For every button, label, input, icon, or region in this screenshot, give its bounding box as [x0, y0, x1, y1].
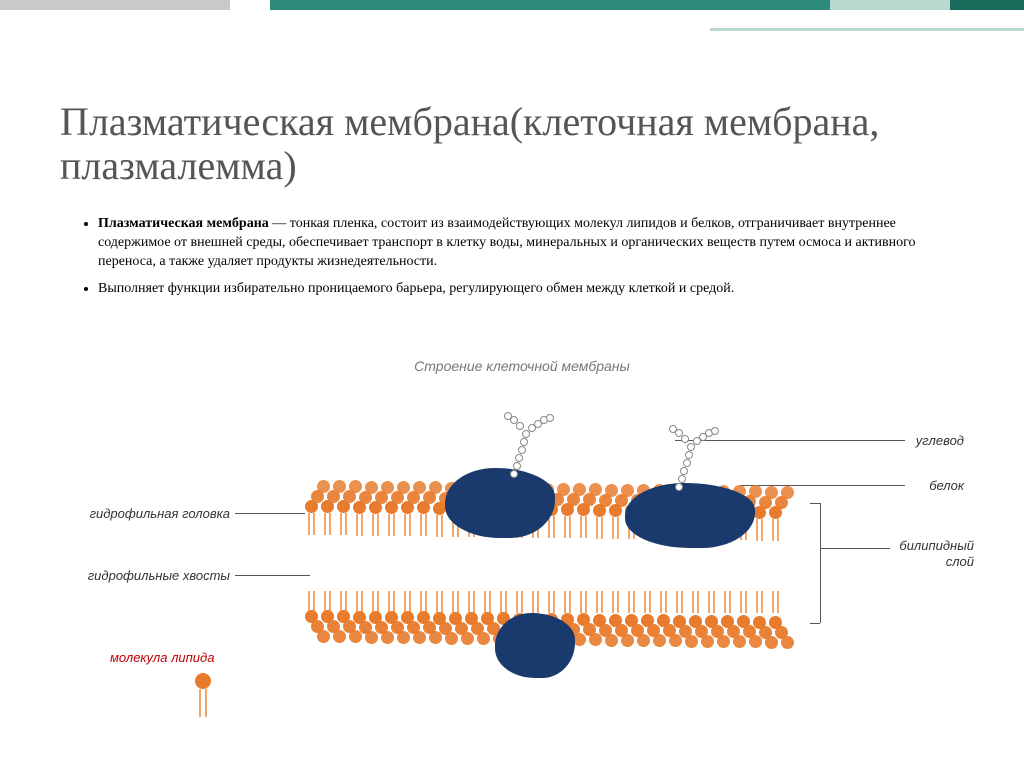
protein-blob: [445, 468, 555, 538]
slide-title: Плазматическая мембрана(клеточная мембра…: [60, 100, 964, 188]
label-protein: белок: [929, 478, 964, 493]
bracket-top: [810, 503, 820, 504]
membrane-diagram: Строение клеточной мембраны гидрофильная…: [60, 358, 984, 747]
label-lipid-molecule: молекула липида: [110, 650, 214, 665]
diagram-title: Строение клеточной мембраны: [60, 358, 984, 374]
bullet-item: Плазматическая мембрана — тонкая пленка,…: [98, 215, 964, 272]
leader-carb: [675, 440, 905, 441]
bracket-bilayer-v: [820, 503, 821, 623]
label-carbohydrate: углевод: [916, 433, 964, 448]
accent-line: [710, 28, 1024, 31]
bullet-item: Выполняет функции избирательно проницаем…: [98, 280, 964, 299]
membrane-structure: [305, 458, 805, 688]
leader-head: [235, 513, 305, 514]
label-bilayer-2: слой: [946, 554, 974, 569]
slide-top-bar: [0, 0, 1024, 10]
label-hydrophilic-tails: гидрофильные хвосты: [60, 568, 230, 583]
protein-blob: [495, 613, 575, 678]
bracket-mid: [820, 548, 890, 549]
protein-blob: [625, 483, 755, 548]
body-text: Плазматическая мембрана — тонкая пленка,…: [80, 215, 964, 307]
label-bilayer-1: билипидный: [899, 538, 974, 553]
label-hydrophilic-head: гидрофильная головка: [60, 506, 230, 521]
leader-tails: [235, 575, 310, 576]
bracket-bot: [810, 623, 820, 624]
